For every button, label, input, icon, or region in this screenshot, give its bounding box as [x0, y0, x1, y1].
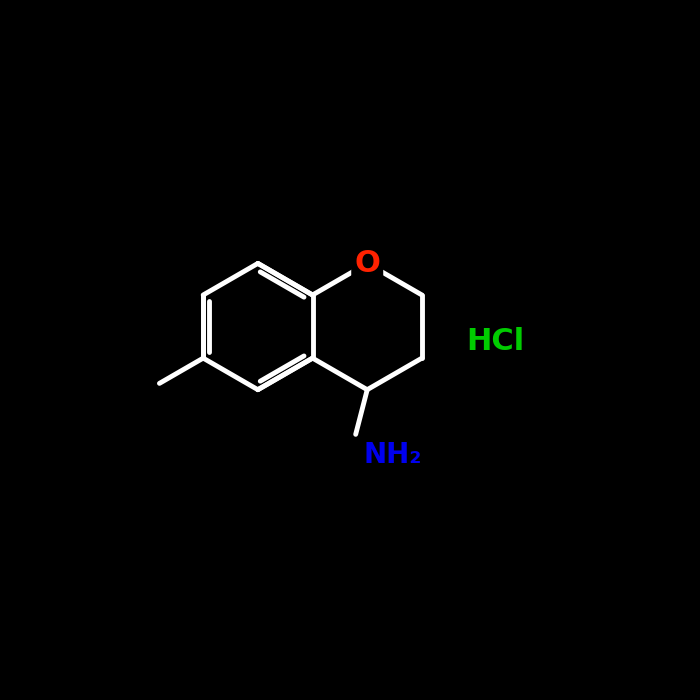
Text: HCl: HCl	[466, 328, 525, 356]
Text: NH₂: NH₂	[363, 440, 422, 468]
Text: O: O	[354, 249, 380, 278]
